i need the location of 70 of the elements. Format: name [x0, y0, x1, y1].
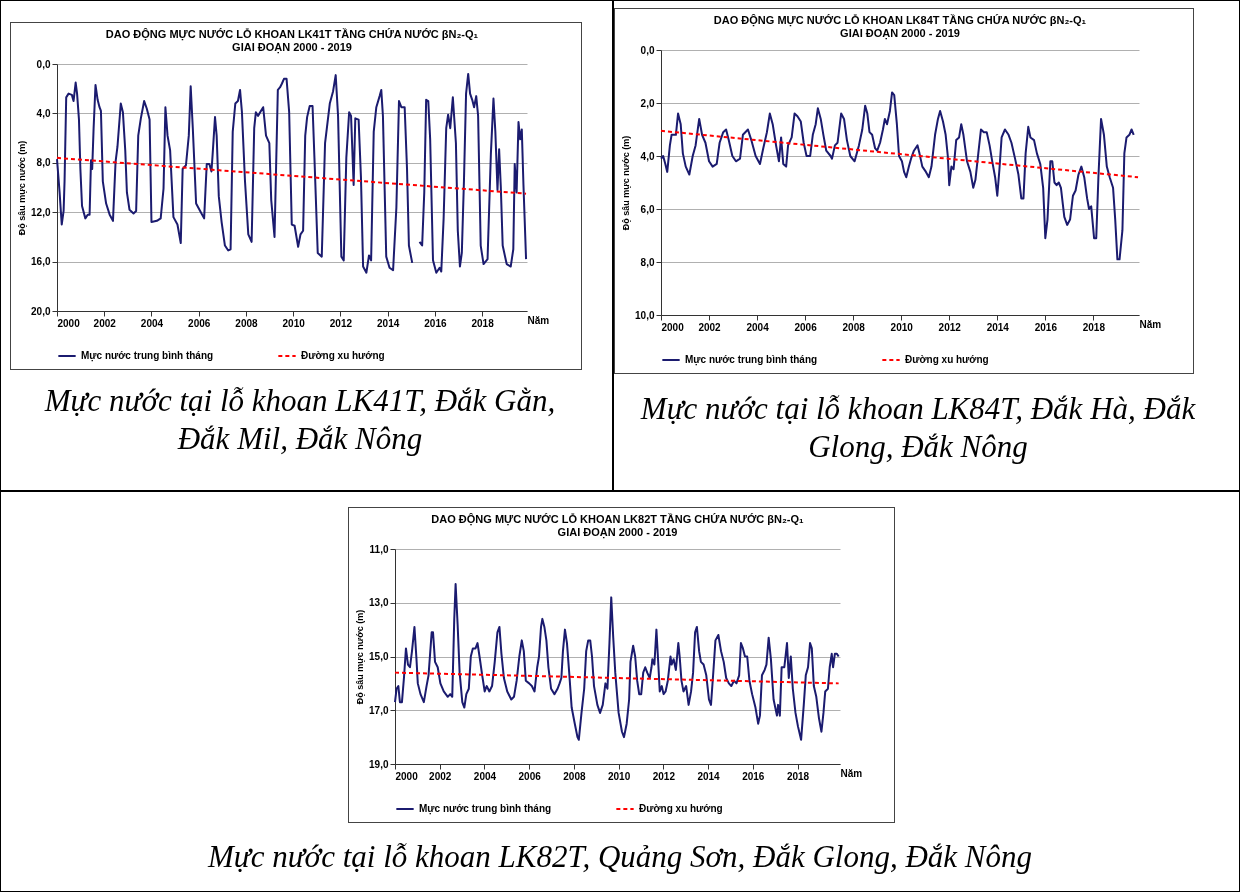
y-tick-label: 15,0: [369, 651, 389, 662]
y-tick-label: 19,0: [369, 758, 389, 770]
x-tick-label: 2006: [518, 770, 542, 782]
y-tick-label: 4,0: [640, 150, 655, 162]
y-tick-label: 0,0: [640, 44, 655, 56]
x-tick-label: 2012: [652, 770, 676, 782]
y-tick-label: 0,0: [36, 58, 51, 70]
x-tick-label: 2018: [1082, 321, 1106, 333]
chart-subtitle: GIAI ĐOẠN 2000 - 2019: [232, 41, 352, 54]
y-tick-label: 20,0: [31, 305, 51, 317]
legend-label: Mực nước trung bình tháng: [419, 803, 552, 815]
x-tick-label: 2010: [890, 321, 914, 333]
x-tick-label: 2008: [842, 321, 866, 333]
text: Mực nước tại lỗ khoan LK84T, Đắk Hà, Đắk Glong, Đắk Nông: [639, 390, 1197, 466]
x-tick-label: 2018: [471, 317, 495, 329]
y-tick-label: 6,0: [640, 203, 655, 215]
x-tick-label: 2018: [786, 770, 810, 782]
text: Mực nước tại lỗ khoan LK41T, Đắk Gằn, Đắk Mil, Đắk Nông: [43, 382, 557, 458]
y-axis-title: Độ sâu mực nước (m): [621, 135, 632, 231]
x-tick-label: 2000: [395, 770, 419, 782]
x-tick-label: 2016: [1034, 321, 1058, 333]
legend-label: Đường xu hướng: [301, 350, 385, 361]
x-tick-label: 2014: [377, 317, 400, 329]
chart-subtitle: GIAI ĐOẠN 2000 - 2019: [557, 526, 678, 539]
line-series: [394, 582, 840, 741]
x-tick-label: 2000: [57, 317, 81, 329]
x-tick-label: 2002: [93, 317, 117, 329]
x-tick-label: 2008: [563, 770, 586, 782]
x-tick-label: 2016: [742, 770, 765, 782]
chart-subtitle: GIAI ĐOẠN 2000 - 2019: [840, 27, 960, 40]
line-series: [660, 91, 1135, 261]
y-tick-label: 11,0: [369, 543, 389, 555]
x-tick-label: 2004: [746, 321, 770, 333]
x-axis-title: Năm: [840, 767, 863, 779]
x-tick-label: 2002: [698, 321, 722, 333]
x-tick-label: 2006: [794, 321, 818, 333]
y-axis-title: Độ sâu mực nước (m): [17, 140, 28, 236]
y-tick-label: 2,0: [640, 97, 655, 109]
x-axis-title: Năm: [1139, 318, 1162, 330]
x-tick-label: 2010: [607, 770, 631, 782]
legend-label: Mực nước trung bình tháng: [81, 350, 214, 362]
y-tick-label: 8,0: [640, 256, 655, 268]
y-tick-label: 8,0: [36, 157, 51, 169]
x-axis-title: Năm: [527, 314, 550, 326]
y-tick-label: 10,0: [635, 309, 655, 321]
legend-label: Đường xu hướng: [639, 803, 723, 814]
x-tick-label: 2010: [282, 317, 306, 329]
y-tick-label: 4,0: [36, 107, 51, 119]
chart-title: DAO ĐỘNG MỰC NƯỚC LỖ KHOAN LK82T TẦNG CHỨA NƯỚC βN₂-Q₁: [431, 513, 805, 526]
text: Mực nước tại lỗ khoan LK82T, Quảng Sơn, Đắk Glong, Đắk Nông: [206, 838, 1034, 876]
y-tick-label: 17,0: [369, 704, 389, 716]
chart-title: DAO ĐỘNG MỰC NƯỚC LỖ KHOAN LK84T TẦNG CHỨA NƯỚC βN₂-Q₁: [713, 14, 1087, 27]
x-tick-label: 2012: [329, 317, 353, 329]
y-tick-label: 16,0: [31, 256, 51, 268]
x-tick-label: 2014: [986, 321, 1010, 333]
x-tick-label: 2002: [429, 770, 452, 782]
x-tick-label: 2008: [235, 317, 258, 329]
x-tick-label: 2000: [661, 321, 685, 333]
x-tick-label: 2012: [938, 321, 962, 333]
legend-label: Mực nước trung bình tháng: [685, 354, 818, 366]
x-tick-label: 2004: [140, 317, 164, 329]
chart-title: DAO ĐỘNG MỰC NƯỚC LỖ KHOAN LK41T TẦNG CHỨA NƯỚC βN₂-Q₁: [105, 28, 479, 41]
x-tick-label: 2006: [188, 317, 211, 329]
x-tick-label: 2014: [697, 770, 721, 782]
y-axis-title: Độ sâu mực nước (m): [355, 609, 366, 705]
x-tick-label: 2016: [424, 317, 447, 329]
x-tick-label: 2004: [473, 770, 497, 782]
legend-label: Đường xu hướng: [905, 354, 989, 365]
y-tick-label: 12,0: [31, 206, 51, 218]
y-tick-label: 13,0: [369, 597, 389, 609]
